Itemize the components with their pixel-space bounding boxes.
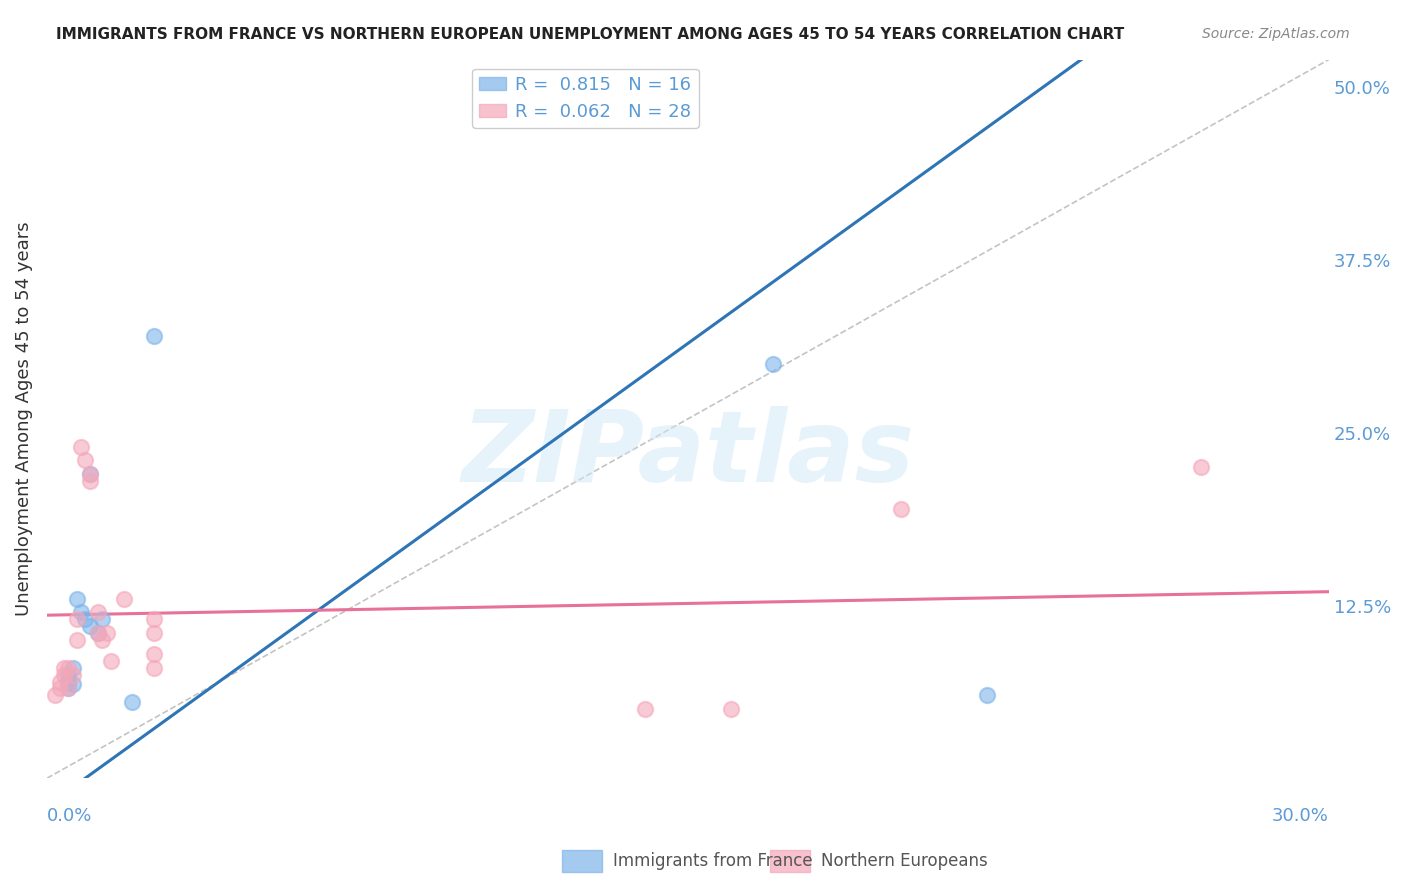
Point: [79, 467, 101, 482]
Point: [66, 612, 89, 626]
Point: [142, 626, 165, 640]
Point: [87, 606, 110, 620]
Point: [58, 667, 80, 681]
Point: [1189, 460, 1212, 475]
Point: [87, 626, 110, 640]
Point: [634, 702, 657, 716]
Point: [58, 661, 80, 675]
Point: [87, 626, 110, 640]
Text: 0.0%: 0.0%: [46, 807, 93, 825]
Text: Immigrants from France: Immigrants from France: [613, 852, 813, 870]
Point: [58, 681, 80, 696]
Point: [142, 329, 165, 343]
Text: Northern Europeans: Northern Europeans: [821, 852, 988, 870]
Point: [79, 619, 101, 633]
Point: [100, 654, 122, 668]
Point: [976, 689, 998, 703]
Point: [79, 474, 101, 488]
Point: [75, 453, 97, 467]
Point: [53, 667, 76, 681]
Point: [79, 467, 101, 482]
Point: [70, 606, 93, 620]
Text: Source: ZipAtlas.com: Source: ZipAtlas.com: [1202, 27, 1350, 41]
Point: [91, 612, 114, 626]
Point: [112, 591, 135, 606]
FancyBboxPatch shape: [562, 849, 602, 872]
Point: [66, 633, 89, 648]
Point: [58, 681, 80, 696]
FancyBboxPatch shape: [770, 849, 810, 872]
Point: [66, 591, 89, 606]
Point: [58, 674, 80, 689]
Point: [720, 702, 742, 716]
Text: IMMIGRANTS FROM FRANCE VS NORTHERN EUROPEAN UNEMPLOYMENT AMONG AGES 45 TO 54 YEA: IMMIGRANTS FROM FRANCE VS NORTHERN EUROP…: [56, 27, 1125, 42]
Point: [142, 612, 165, 626]
Legend: R =  0.815   N = 16, R =  0.062   N = 28: R = 0.815 N = 16, R = 0.062 N = 28: [472, 69, 699, 128]
Text: 30.0%: 30.0%: [1272, 807, 1329, 825]
Point: [890, 501, 912, 516]
Point: [62, 667, 84, 681]
Point: [91, 633, 114, 648]
Point: [62, 677, 84, 691]
Y-axis label: Unemployment Among Ages 45 to 54 years: Unemployment Among Ages 45 to 54 years: [15, 221, 32, 616]
Point: [48, 674, 70, 689]
Point: [121, 695, 143, 709]
Point: [62, 661, 84, 675]
Point: [96, 626, 118, 640]
Point: [75, 612, 97, 626]
Point: [53, 661, 76, 675]
Point: [762, 357, 785, 371]
Point: [70, 440, 93, 454]
Point: [48, 681, 70, 696]
Point: [142, 647, 165, 661]
Text: ZIPatlas: ZIPatlas: [461, 407, 914, 503]
Point: [142, 661, 165, 675]
Point: [44, 689, 66, 703]
